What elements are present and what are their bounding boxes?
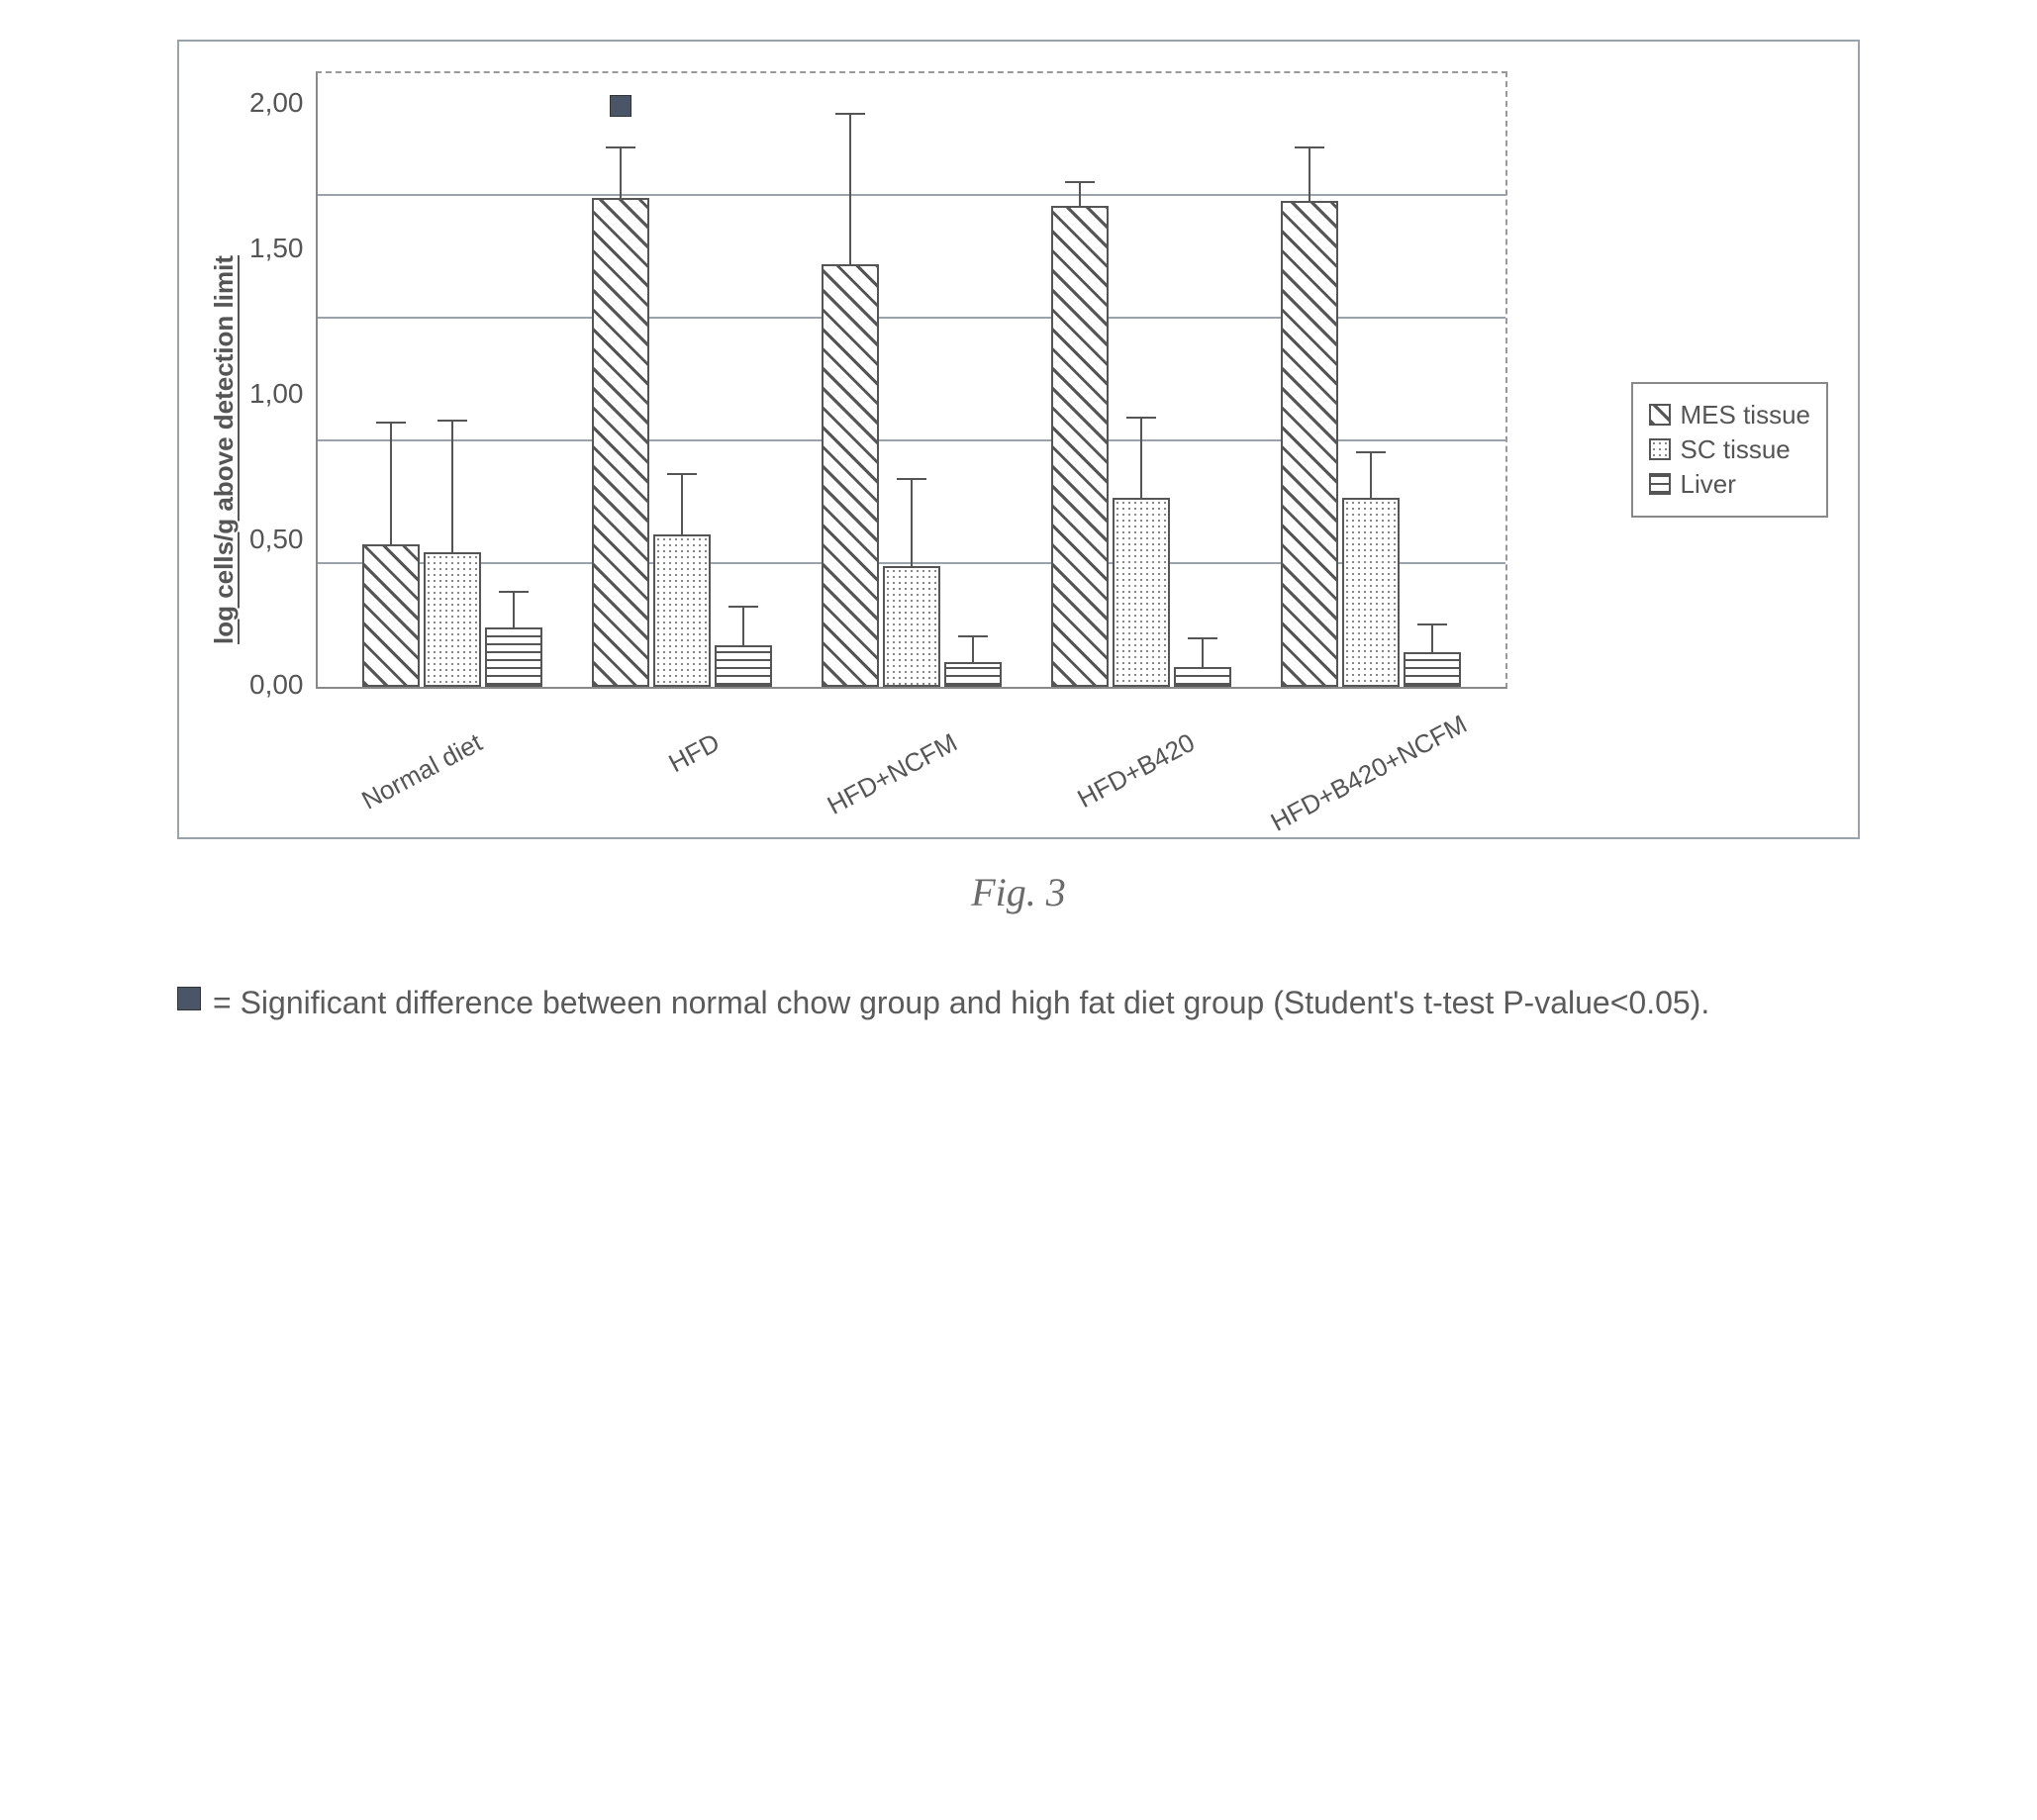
- bar: [715, 645, 772, 687]
- bar: [1174, 667, 1231, 687]
- y-tick: 2,00: [249, 87, 304, 119]
- bar-group: [822, 264, 1002, 687]
- bar: [1113, 498, 1170, 687]
- bar: [592, 198, 649, 687]
- legend-label: MES tissue: [1681, 400, 1811, 431]
- legend-item: SC tissue: [1649, 434, 1811, 465]
- y-axis-label: log cells/g above detection limit: [209, 255, 240, 644]
- error-bar: [911, 480, 913, 568]
- bar: [653, 534, 711, 687]
- bar: [362, 544, 420, 687]
- plot-column: 0,00 0,50 1,00 1,50 2,00 Normal dietHFDHFD+N…: [249, 71, 1507, 827]
- error-bar: [849, 115, 851, 267]
- bar-mes: [822, 264, 879, 687]
- bar-mes: [592, 198, 649, 687]
- legend: MES tissueSC tissue Liver: [1631, 382, 1829, 518]
- error-bar: [451, 422, 453, 554]
- bar-group: [362, 544, 542, 687]
- error-bar: [1309, 148, 1310, 203]
- bar-lv: [944, 662, 1002, 687]
- y-tick: 1,50: [249, 233, 304, 264]
- error-bar: [1370, 453, 1372, 500]
- error-bar: [681, 475, 683, 536]
- plot-row: 0,000,501,001,502,00: [249, 71, 1507, 689]
- bar-sc: [1113, 498, 1170, 687]
- bar-group: [1281, 201, 1461, 687]
- chart-main: log cells/g above detection limit 0,000,…: [209, 71, 1611, 827]
- legend-swatch: [1649, 438, 1671, 460]
- error-bar: [742, 608, 744, 647]
- significance-marker-icon: [610, 95, 631, 117]
- bar: [1281, 201, 1338, 687]
- error-bar: [1079, 183, 1081, 208]
- legend-swatch: [1649, 404, 1671, 426]
- bar-lv: [1404, 652, 1461, 687]
- legend-item: Liver: [1649, 469, 1811, 500]
- bar: [944, 662, 1002, 687]
- bar-groups: [318, 73, 1505, 687]
- bar-sc: [1342, 498, 1400, 687]
- bar-group: [592, 198, 772, 687]
- plot-area: [316, 71, 1507, 689]
- bar: [883, 566, 940, 687]
- bar: [822, 264, 879, 687]
- bar-sc: [653, 534, 711, 687]
- bar-sc: [883, 566, 940, 687]
- legend-item: MES tissue: [1649, 400, 1811, 431]
- y-tick: 0,00: [249, 669, 304, 701]
- legend-label: Liver: [1681, 469, 1736, 500]
- y-tick: 1,00: [249, 378, 304, 410]
- bar: [485, 627, 542, 687]
- bar-lv: [1174, 667, 1231, 687]
- x-axis-labels: Normal dietHFDHFD+NCFMHFD+B420HFD+B420+N…: [280, 689, 1507, 827]
- bar-lv: [485, 627, 542, 687]
- bar-mes: [1051, 206, 1109, 687]
- error-bar: [1202, 639, 1204, 669]
- error-bar: [1431, 625, 1433, 655]
- bar: [1342, 498, 1400, 687]
- bar-mes: [1281, 201, 1338, 687]
- chart-container: log cells/g above detection limit 0,000,…: [177, 40, 1860, 839]
- bar: [424, 552, 481, 687]
- legend-swatch: [1649, 473, 1671, 495]
- error-bar: [620, 148, 622, 200]
- bar-sc: [424, 552, 481, 687]
- error-bar: [972, 637, 974, 664]
- bar-group: [1051, 206, 1231, 687]
- bar-lv: [715, 645, 772, 687]
- legend-label: SC tissue: [1681, 434, 1791, 465]
- footnote: = Significant difference between normal …: [177, 975, 1860, 1032]
- error-bar: [513, 593, 515, 629]
- significance-marker-icon: [177, 987, 201, 1010]
- footnote-text: = Significant difference between normal …: [213, 975, 1709, 1032]
- y-tick: 0,50: [249, 524, 304, 555]
- error-bar: [390, 424, 392, 546]
- bar: [1404, 652, 1461, 687]
- bar: [1051, 206, 1109, 687]
- y-axis-ticks: 0,000,501,001,502,00: [249, 71, 316, 685]
- bar-mes: [362, 544, 420, 687]
- error-bar: [1140, 419, 1142, 500]
